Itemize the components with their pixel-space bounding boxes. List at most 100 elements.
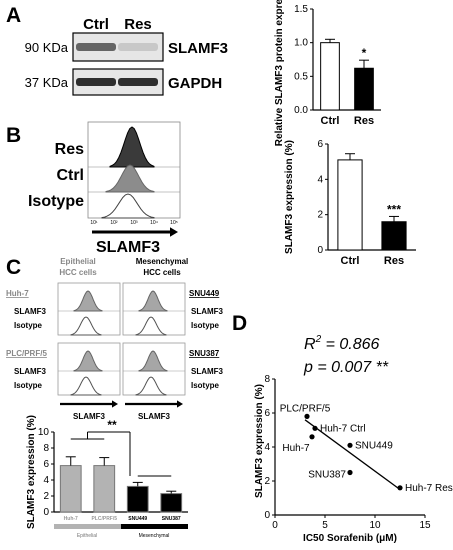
- y-tick-label: 1.5: [294, 4, 308, 15]
- y-tick-label: 0.5: [294, 71, 308, 82]
- histogram-isotype: [101, 193, 155, 219]
- mini-histogram-isotype: [135, 376, 167, 396]
- x-tick-label: SNU387: [162, 516, 181, 522]
- point-label: Huh-7 Ctrl: [320, 423, 366, 434]
- y-tick-label: 6: [264, 408, 270, 419]
- bar: [59, 465, 82, 513]
- arrow-label: SLAMF3: [138, 412, 171, 421]
- x-tick-label: Huh-7: [64, 516, 78, 522]
- x-tick-label: 10: [369, 520, 381, 531]
- cell-line-label: SNU387: [189, 349, 220, 358]
- arrow-head: [112, 400, 118, 408]
- significance-label: **: [107, 418, 117, 432]
- bar: [320, 42, 340, 111]
- x-tick-label: Ctrl: [341, 255, 360, 267]
- panel-letter-b: B: [6, 124, 21, 147]
- x-tick-label: 5: [322, 520, 328, 531]
- arrow-head: [177, 400, 183, 408]
- y-tick-label: 4: [264, 442, 270, 453]
- stat-r2-rhs: = 0.866: [321, 336, 379, 353]
- histogram-axis-tick: 10²: [110, 220, 118, 226]
- panel-letter-c: C: [6, 256, 21, 279]
- y-tick-label: 8: [43, 443, 49, 454]
- scatter-chart-d: 0 2 4 6 8 0 5 10 15 IC50 Sorafenib (μM) SLAMF3 exp…: [254, 374, 453, 544]
- mini-histogram-slamf3: [73, 350, 103, 372]
- cell-line-label: PLC/PRF/5: [6, 349, 47, 358]
- y-tick-label: 0: [43, 507, 49, 518]
- mini-histogram-isotype: [135, 316, 167, 336]
- y-tick-label: 0: [317, 245, 323, 256]
- group-title-right: Mesenchymal: [136, 257, 188, 266]
- y-axis-label: SLAMF3 expression (%): [254, 384, 265, 498]
- mini-histogram-slamf3: [138, 290, 168, 312]
- stat-p: p = 0.007 **: [303, 359, 389, 376]
- bar-chart-b: 0 2 4 6 Ctrl Res *** SLAMF3 expression (%): [284, 139, 416, 267]
- histogram-axis-tick: 10¹: [90, 220, 98, 226]
- blot-band: [118, 78, 158, 86]
- blot-band: [118, 43, 158, 51]
- stat-r2: R2 = 0.866: [304, 334, 380, 353]
- x-tick-label: 15: [419, 520, 431, 531]
- x-tick-label: Res: [354, 115, 374, 127]
- x-tick-label: SNU449: [128, 516, 147, 522]
- bar: [381, 221, 407, 251]
- y-tick-label: 10: [38, 427, 50, 438]
- arrow-label: SLAMF3: [73, 412, 106, 421]
- y-tick-label: 0: [264, 510, 270, 521]
- bar: [126, 485, 149, 513]
- arrow-head: [170, 227, 178, 237]
- lane-label-res: Res: [124, 16, 152, 33]
- scatter-point: [347, 442, 353, 448]
- y-tick-label: 2: [264, 476, 270, 487]
- x-axis-label: IC50 Sorafenib (μM): [303, 533, 397, 544]
- x-tick-label: PLC/PRF/5: [91, 516, 117, 522]
- cell-line-label: Huh-7: [6, 289, 29, 298]
- y-axis-label: SLAMF3 expression (%): [26, 415, 37, 529]
- y-tick-label: 8: [264, 374, 270, 385]
- y-axis-label: Relative SLAMF3 protein expression: [274, 0, 285, 146]
- blot-band: [76, 43, 116, 51]
- row-label-slamf3: SLAMF3: [191, 367, 224, 376]
- row-label-isotype: Isotype: [14, 381, 43, 390]
- group-bar-label: Mesenchymal: [139, 533, 170, 539]
- mini-histogram-slamf3: [138, 350, 168, 372]
- y-tick-label: 1.0: [294, 38, 308, 49]
- histogram-axis-tick: 10⁴: [150, 220, 158, 226]
- x-tick-label: Res: [384, 255, 404, 267]
- scatter-point: [304, 413, 310, 419]
- panel-letter-a: A: [6, 4, 21, 27]
- group-bar-epithelial: [54, 524, 121, 529]
- bar: [93, 465, 116, 513]
- bar: [354, 67, 374, 111]
- y-tick-label: 6: [317, 139, 323, 150]
- mini-histogram-isotype: [70, 376, 102, 396]
- x-tick-label: Ctrl: [321, 115, 340, 127]
- scatter-point: [347, 469, 353, 476]
- y-tick-label: 6: [43, 459, 49, 470]
- histogram-res: [109, 126, 155, 168]
- y-tick-label: 4: [43, 475, 49, 486]
- y-axis-label: SLAMF3 expression (%): [284, 140, 295, 254]
- group-title-left: HCC cells: [59, 268, 97, 277]
- scatter-point: [309, 434, 315, 440]
- histogram-label: Ctrl: [56, 167, 84, 184]
- row-label-slamf3: SLAMF3: [191, 307, 224, 316]
- histogram-axis-tick: 10³: [130, 220, 138, 226]
- arrow-label: SLAMF3: [96, 239, 160, 256]
- blot-protein-label: GAPDH: [168, 75, 222, 92]
- bar: [160, 493, 183, 513]
- y-tick-label: 0.0: [294, 105, 308, 116]
- group-bar-label: Epithelial: [77, 533, 97, 539]
- y-tick-label: 2: [43, 491, 49, 502]
- point-label: SNU387: [308, 470, 346, 481]
- y-tick-label: 2: [317, 210, 323, 221]
- histogram-label: Res: [55, 141, 84, 158]
- mini-histogram-slamf3: [73, 290, 103, 312]
- point-label: Huh-7 Res: [405, 483, 453, 494]
- histogram-axis-tick: 10⁵: [170, 220, 178, 226]
- bar-chart-a: 0.0 0.5 1.0 1.5 Ctrl Res * Relative SLAMF3 prot…: [274, 0, 381, 146]
- cell-line-label: SNU449: [189, 289, 220, 298]
- row-label-isotype: Isotype: [191, 321, 220, 330]
- significance-label: *: [362, 46, 367, 60]
